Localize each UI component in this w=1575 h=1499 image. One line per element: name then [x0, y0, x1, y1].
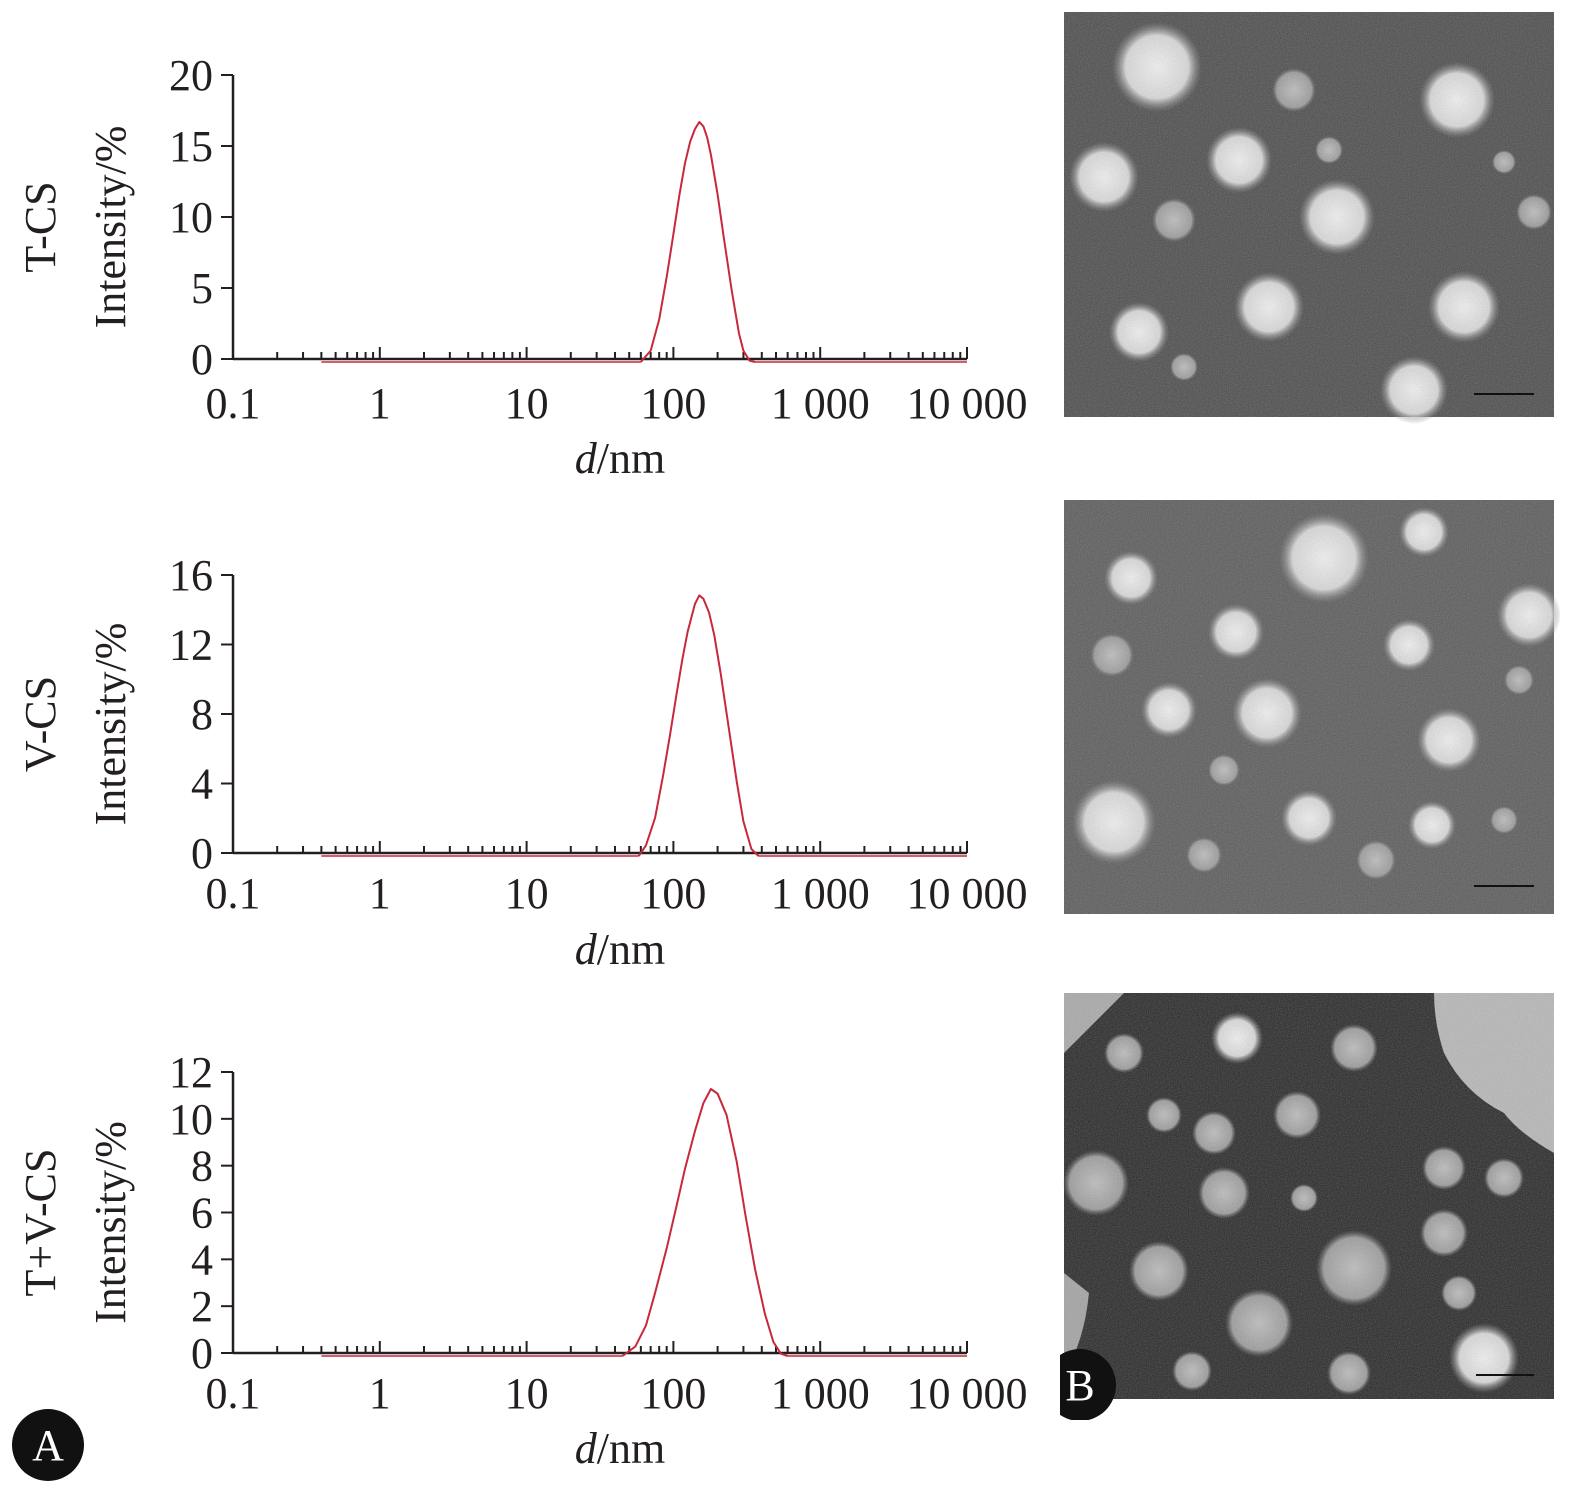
- y-tick-label: 0: [191, 829, 213, 878]
- y-tick-label: 8: [191, 1142, 213, 1191]
- tem-image-panel: B: [1060, 12, 1560, 1420]
- x-tick-label: 1 000: [771, 869, 870, 918]
- y-tick-label: 10: [169, 193, 213, 242]
- sample-label: T+V-CS: [16, 1149, 65, 1297]
- x-tick-label: 10: [505, 1369, 549, 1418]
- y-tick-label: 12: [169, 621, 213, 670]
- x-tick-label: 100: [640, 379, 706, 428]
- x-tick-label: 1: [369, 379, 391, 428]
- x-tick-label: 10 000: [907, 869, 1028, 918]
- x-axis-title-unit: /nm: [597, 925, 665, 974]
- panel-a-badge: A: [12, 1409, 84, 1481]
- x-axis-title-unit: /nm: [597, 434, 665, 483]
- x-tick-label: 1 000: [771, 1369, 870, 1418]
- x-axis-title-symbol: d: [575, 1424, 598, 1473]
- x-tick-label: 1 000: [771, 379, 870, 428]
- sample-label: T-CS: [16, 181, 65, 272]
- y-tick-label: 20: [169, 51, 213, 100]
- y-tick-label: 6: [191, 1189, 213, 1238]
- panel-b-label: B: [1065, 1361, 1094, 1410]
- y-tick-label: 16: [169, 551, 213, 600]
- series-line: [640, 121, 756, 363]
- y-tick-label: 0: [191, 335, 213, 384]
- x-tick-label: 0.1: [206, 379, 261, 428]
- y-tick-label: 5: [191, 264, 213, 313]
- x-tick-label: 1: [369, 869, 391, 918]
- y-tick-label: 15: [169, 122, 213, 171]
- y-tick-label: 12: [169, 1048, 213, 1097]
- x-tick-label: 0.1: [206, 869, 261, 918]
- sample-label: V-CS: [16, 676, 65, 772]
- x-tick-label: 0.1: [206, 1369, 261, 1418]
- y-tick-label: 2: [191, 1282, 213, 1331]
- panel-a-label: A: [32, 1421, 64, 1470]
- x-tick-label: 10: [505, 869, 549, 918]
- x-axis-title: d/nm: [575, 1424, 665, 1473]
- y-axis-title: Intensity/%: [86, 623, 135, 826]
- x-tick-label: 10 000: [907, 379, 1028, 428]
- y-tick-label: 10: [169, 1095, 213, 1144]
- tem-image-t-v-cs: [1063, 993, 1554, 1399]
- dls-chart-1: 0 5 10 15 20 0.1 1 10 100 1 000 10 000 d/nm Intensit…: [16, 51, 1028, 483]
- x-tick-label: 100: [640, 1369, 706, 1418]
- x-tick-label: 100: [640, 869, 706, 918]
- x-tick-label: 10: [505, 379, 549, 428]
- x-axis-title: d/nm: [575, 925, 665, 974]
- y-tick-label: 8: [191, 690, 213, 739]
- y-tick-label: 0: [191, 1329, 213, 1378]
- y-tick-label: 4: [191, 760, 213, 809]
- x-axis-title-symbol: d: [575, 434, 598, 483]
- y-tick-label: 4: [191, 1235, 213, 1284]
- x-tick-label: 10 000: [907, 1369, 1028, 1418]
- y-axis-title: Intensity/%: [86, 1121, 135, 1324]
- series-line: [621, 1088, 788, 1357]
- x-axis-title-unit: /nm: [597, 1424, 665, 1473]
- x-axis-title-symbol: d: [575, 925, 598, 974]
- x-axis-title: d/nm: [575, 434, 665, 483]
- tem-image-v-cs: [1064, 500, 1560, 914]
- dls-chart-2: 0 4 8 12 16 0.1 1 10 100 1 000 10 000 d/nm Intensity…: [16, 551, 1028, 974]
- x-tick-label: 1: [369, 1369, 391, 1418]
- tem-image-t-cs: [1064, 12, 1554, 424]
- series-line: [637, 594, 760, 857]
- panel-b-badge: B: [1060, 1349, 1116, 1420]
- y-axis-title: Intensity/%: [86, 126, 135, 329]
